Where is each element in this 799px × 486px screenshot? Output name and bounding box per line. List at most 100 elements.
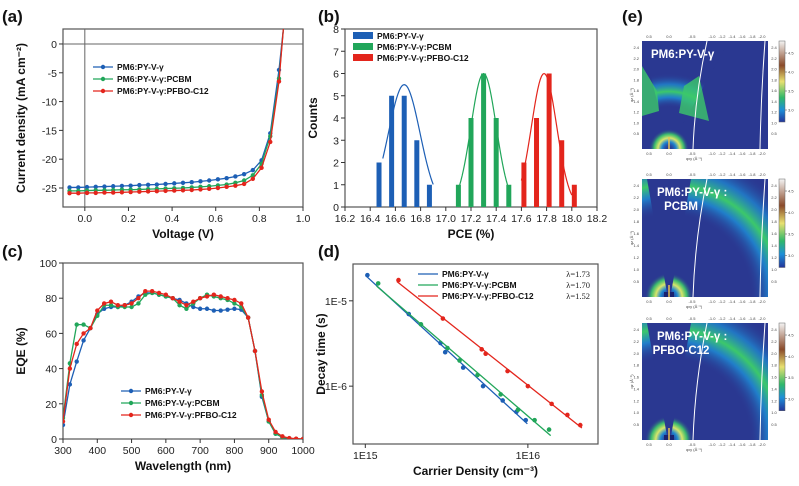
x-tick-label: 1E16 bbox=[516, 450, 541, 462]
plot-area bbox=[63, 29, 303, 207]
data-point bbox=[396, 277, 401, 283]
data-point bbox=[137, 189, 142, 194]
x-tick-label: 0.8 bbox=[252, 213, 267, 225]
right-tick-label: 0.5 bbox=[771, 131, 777, 136]
legend-swatch bbox=[353, 43, 373, 50]
data-point bbox=[67, 366, 73, 371]
right-tick-label: 2.4 bbox=[771, 45, 777, 50]
left-tick-label: 1.8 bbox=[633, 363, 639, 368]
x-tick-label: 17.6 bbox=[511, 213, 532, 225]
x-axis-label: Voltage (V) bbox=[152, 227, 214, 241]
y-tick-label: -10 bbox=[42, 97, 57, 109]
data-point bbox=[67, 190, 72, 196]
right-tick-label: 2.2 bbox=[771, 339, 777, 344]
data-point bbox=[184, 306, 189, 311]
y-tick-label: -20 bbox=[42, 154, 57, 166]
top-tick-label: -1.6 bbox=[739, 172, 747, 177]
right-tick-label: 2.2 bbox=[771, 56, 777, 61]
data-point bbox=[500, 398, 505, 403]
data-point bbox=[445, 345, 450, 351]
y-tick-label: -5 bbox=[48, 68, 57, 80]
top-tick-label: -1.2 bbox=[719, 34, 727, 39]
legend: PM6:PY-V-γ λ=1.73 PM6:PY-V-γ:PCBM λ=1.70 PM6… bbox=[418, 269, 590, 301]
colorbar bbox=[778, 178, 786, 268]
right-tick-label: 1.6 bbox=[771, 375, 777, 380]
data-point bbox=[266, 417, 271, 422]
panel-b: (b) 16.2 16.4 16.6 16.8 17.0 17.2 17.4 17.6 17.8 1… bbox=[306, 7, 607, 241]
bottom-tick-label: -1.0 bbox=[709, 151, 717, 156]
top-tick-label: 0.0 bbox=[666, 172, 672, 177]
legend-label: PM6:PY-V-γ bbox=[145, 386, 192, 396]
data-point bbox=[95, 308, 100, 313]
data-point bbox=[93, 190, 98, 196]
bottom-tick-label: -0.5 bbox=[689, 151, 697, 156]
y-tick-label: 1 bbox=[333, 180, 339, 192]
x-tick-label: 400 bbox=[89, 445, 107, 457]
data-point bbox=[108, 303, 114, 308]
bottom-tick-label: 0.5 bbox=[646, 299, 652, 304]
top-tick-label: -1.4 bbox=[729, 316, 737, 321]
top-tick-label: -1.2 bbox=[719, 172, 727, 177]
bar bbox=[559, 140, 565, 207]
data-point bbox=[93, 184, 98, 190]
data-point bbox=[81, 338, 86, 343]
qz-axis-label: qz (Å⁻¹) bbox=[629, 230, 634, 245]
data-point bbox=[241, 181, 247, 187]
bottom-tick-label: 0.0 bbox=[666, 299, 672, 304]
data-point bbox=[149, 288, 155, 294]
data-point bbox=[198, 179, 203, 184]
bottom-tick-label: -2.0 bbox=[759, 299, 767, 304]
data-point bbox=[440, 316, 446, 321]
bottom-tick-label: 0.0 bbox=[666, 442, 672, 447]
data-point bbox=[549, 401, 554, 407]
legend: PM6:PY-V-γ PM6:PY-V-γ:PCBM PM6:PY-V-γ:PFBO… bbox=[121, 386, 237, 420]
colorbar-tick-label: 3.5 bbox=[788, 375, 794, 380]
fit-line bbox=[376, 285, 552, 437]
right-tick-label: 1.4 bbox=[771, 243, 777, 248]
right-tick-label: 2.4 bbox=[771, 183, 777, 188]
data-point bbox=[418, 322, 424, 327]
panel-label: (e) bbox=[622, 7, 643, 26]
y-tick-label: 0 bbox=[51, 39, 57, 51]
x-tick-label: 0.4 bbox=[165, 213, 180, 225]
y-tick-label: 4 bbox=[333, 113, 339, 125]
data-point bbox=[63, 419, 66, 424]
x-tick-label: 17.2 bbox=[461, 213, 482, 225]
bottom-tick-label: -1.2 bbox=[719, 442, 727, 447]
bottom-tick-label: -1.6 bbox=[739, 442, 747, 447]
data-point bbox=[480, 383, 486, 389]
data-point bbox=[204, 294, 210, 299]
panel-label: (a) bbox=[2, 7, 23, 26]
y-tick-label: 0 bbox=[51, 434, 57, 446]
bottom-tick-label: 0.5 bbox=[646, 442, 652, 447]
left-tick-label: 0.5 bbox=[633, 279, 639, 284]
data-point bbox=[475, 372, 480, 378]
colorbar-tick-label: 4.5 bbox=[788, 51, 794, 56]
data-point bbox=[268, 139, 273, 145]
left-tick-label: 1.0 bbox=[633, 410, 639, 415]
colorbar-tick-label: 4.0 bbox=[788, 354, 794, 359]
top-tick-label: -1.6 bbox=[739, 316, 747, 321]
lambda-label: λ=1.73 bbox=[566, 269, 590, 279]
image-title: PM6:PY-V-γ : bbox=[657, 187, 727, 199]
data-point bbox=[365, 272, 370, 278]
qz-axis-label: qz (Å⁻¹) bbox=[629, 87, 634, 102]
bottom-tick-label: -1.4 bbox=[729, 442, 737, 447]
data-point bbox=[197, 296, 203, 301]
data-point bbox=[163, 188, 168, 194]
left-tick-label: 1.4 bbox=[633, 386, 639, 391]
bottom-tick-label: -1.6 bbox=[739, 151, 747, 156]
data-point bbox=[483, 351, 488, 357]
data-point bbox=[115, 303, 121, 308]
right-tick-label: 2.0 bbox=[771, 351, 777, 356]
right-tick-label: 2.0 bbox=[771, 67, 777, 72]
giwaxs-pattern bbox=[642, 40, 768, 150]
data-point bbox=[505, 368, 510, 374]
data-point bbox=[206, 178, 212, 183]
left-tick-label: 1.0 bbox=[633, 120, 639, 125]
data-point bbox=[273, 429, 278, 435]
legend-marker bbox=[100, 88, 106, 94]
top-tick-label: -1.0 bbox=[709, 34, 717, 39]
data-point bbox=[206, 186, 212, 192]
fit-line bbox=[396, 281, 583, 429]
